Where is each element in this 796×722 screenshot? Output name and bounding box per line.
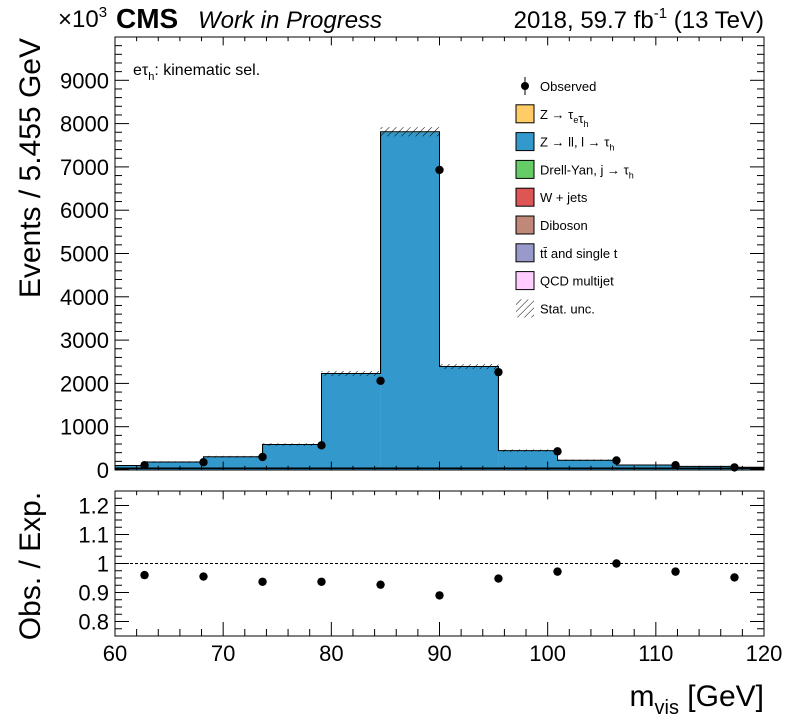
ratio-point	[317, 577, 326, 586]
x-tick-label: 110	[638, 641, 673, 666]
stat-unc-band	[262, 443, 322, 446]
observed-point	[317, 441, 326, 450]
x-tick-label: 100	[529, 641, 566, 666]
ratio-y-tick-label: 1	[97, 552, 109, 577]
y-tick-label: 3000	[60, 328, 109, 353]
stat-unc-band	[203, 455, 263, 458]
observed-point	[199, 458, 208, 467]
x-tick-label: 90	[427, 641, 451, 666]
bar-z-ll-bin-1	[144, 462, 204, 470]
legend-swatch-drell-yan-j-h	[515, 159, 535, 179]
y-tick-label: 1000	[60, 415, 109, 440]
ratio-point	[553, 567, 562, 576]
x-tick-label: 60	[103, 641, 127, 666]
legend-label-stat-unc: Stat. unc.	[540, 301, 595, 316]
legend-label-drell-yan-j-h: Drell-Yan, j → τh	[540, 162, 634, 180]
y-tick-label: 0	[97, 458, 109, 483]
bar-z-ll-bin-4	[321, 373, 381, 470]
observed-point	[494, 367, 503, 377]
x-tick-label: 120	[746, 641, 783, 666]
observed-point	[553, 447, 562, 456]
ratio-y-tick-label: 0.8	[78, 610, 109, 635]
legend-swatch-z-e-h	[515, 104, 535, 124]
observed-point	[612, 456, 621, 465]
observed-point	[140, 461, 149, 470]
y-tick-label: 4000	[60, 285, 109, 310]
ratio-y-tick-label: 0.9	[78, 581, 109, 606]
ratio-y-tick-label: 1.2	[78, 494, 109, 519]
legend-swatch-w-jets	[515, 187, 535, 207]
ratio-point	[140, 570, 149, 580]
stat-unc-band	[498, 449, 558, 452]
legend-label-z-ll-l-h: Z → ll, l → τh	[540, 135, 614, 153]
ratio-panel: 0.8 0.9 1 1.1 1.2 60 70 80 90 100 110 120 Obs. / E…	[14, 37, 782, 719]
main-y-label: Events / 5.455 GeV	[14, 38, 47, 298]
bar-z-ll-bin-3	[262, 444, 322, 470]
ratio-point	[376, 580, 385, 589]
legend-swatch-stat-unc	[516, 299, 534, 318]
ratio-point	[612, 559, 621, 568]
bar-z-ll-bin-8	[557, 460, 617, 470]
ratio-point	[258, 577, 267, 586]
main-panel: 0 1000 2000 3000 4000 5000 6000 7000 8000 9000 eτ…	[14, 36, 765, 483]
observed-point	[730, 463, 739, 472]
exponent-label: ×103	[58, 4, 107, 33]
stat-unc-band	[380, 127, 440, 137]
y-tick-label: 9000	[60, 68, 109, 93]
y-tick-label: 5000	[60, 242, 109, 267]
stat-unc-band	[144, 461, 204, 463]
y-tick-label: 6000	[60, 198, 109, 223]
experiment-label: CMS	[116, 3, 178, 34]
stat-unc-band	[734, 466, 764, 468]
legend-marker-observed	[521, 82, 529, 90]
x-axis-label: mvis [GeV]	[630, 680, 765, 719]
ratio-point	[671, 567, 680, 576]
legend-label-qcd-multijet: QCD multijet	[540, 274, 614, 289]
bar-z-ll-bin-6	[439, 366, 499, 470]
stat-unc-band	[557, 459, 617, 461]
legend-label-observed: Observed	[540, 79, 596, 94]
observed-point	[671, 461, 680, 470]
observed-point	[376, 376, 385, 386]
legend-label-diboson: Diboson	[540, 218, 588, 233]
legend-swatch-diboson	[515, 215, 535, 235]
x-tick-label: 80	[319, 641, 343, 666]
y-tick-label: 2000	[60, 371, 109, 396]
y-tick-label: 8000	[60, 112, 109, 137]
legend-label-tt-and-single-t: tt̄ and single t	[540, 246, 618, 261]
stat-unc-band	[321, 370, 381, 376]
stat-unc-band	[675, 465, 735, 467]
stat-unc-band	[616, 464, 676, 466]
status-label: Work in Progress	[198, 7, 382, 34]
x-tick-label: 70	[211, 641, 235, 666]
ratio-y-label: Obs. / Exp.	[14, 492, 47, 640]
legend: Observed Z → τeτh Z → ll, l → τh Drell-Yan,…	[515, 77, 634, 318]
legend-label-z-e-h: Z → τeτh	[540, 107, 588, 129]
stat-unc-band	[115, 465, 145, 467]
legend-label-w-jets: W + jets	[540, 190, 588, 205]
bar-z-ll-bin-5	[380, 132, 440, 470]
legend-swatch-qcd-multijet	[515, 271, 535, 291]
luminosity-label: 2018, 59.7 fb-1 (13 TeV)	[514, 5, 764, 34]
y-tick-label: 7000	[60, 155, 109, 180]
ratio-point	[730, 573, 739, 582]
legend-swatch-z-ll-l-h	[515, 132, 535, 152]
observed-point	[435, 165, 444, 175]
legend-swatch-tt-and-single-t	[515, 243, 535, 263]
observed-point	[258, 452, 267, 462]
bar-z-ll-bin-2	[203, 457, 263, 470]
bar-z-ll-bin-7	[498, 450, 558, 470]
channel-annotation: eτh: kinematic sel.	[133, 62, 260, 83]
ratio-point	[494, 574, 503, 583]
ratio-y-tick-label: 1.1	[78, 523, 109, 548]
ratio-point	[199, 572, 208, 581]
stat-unc-band	[439, 363, 499, 370]
ratio-point	[435, 591, 444, 600]
